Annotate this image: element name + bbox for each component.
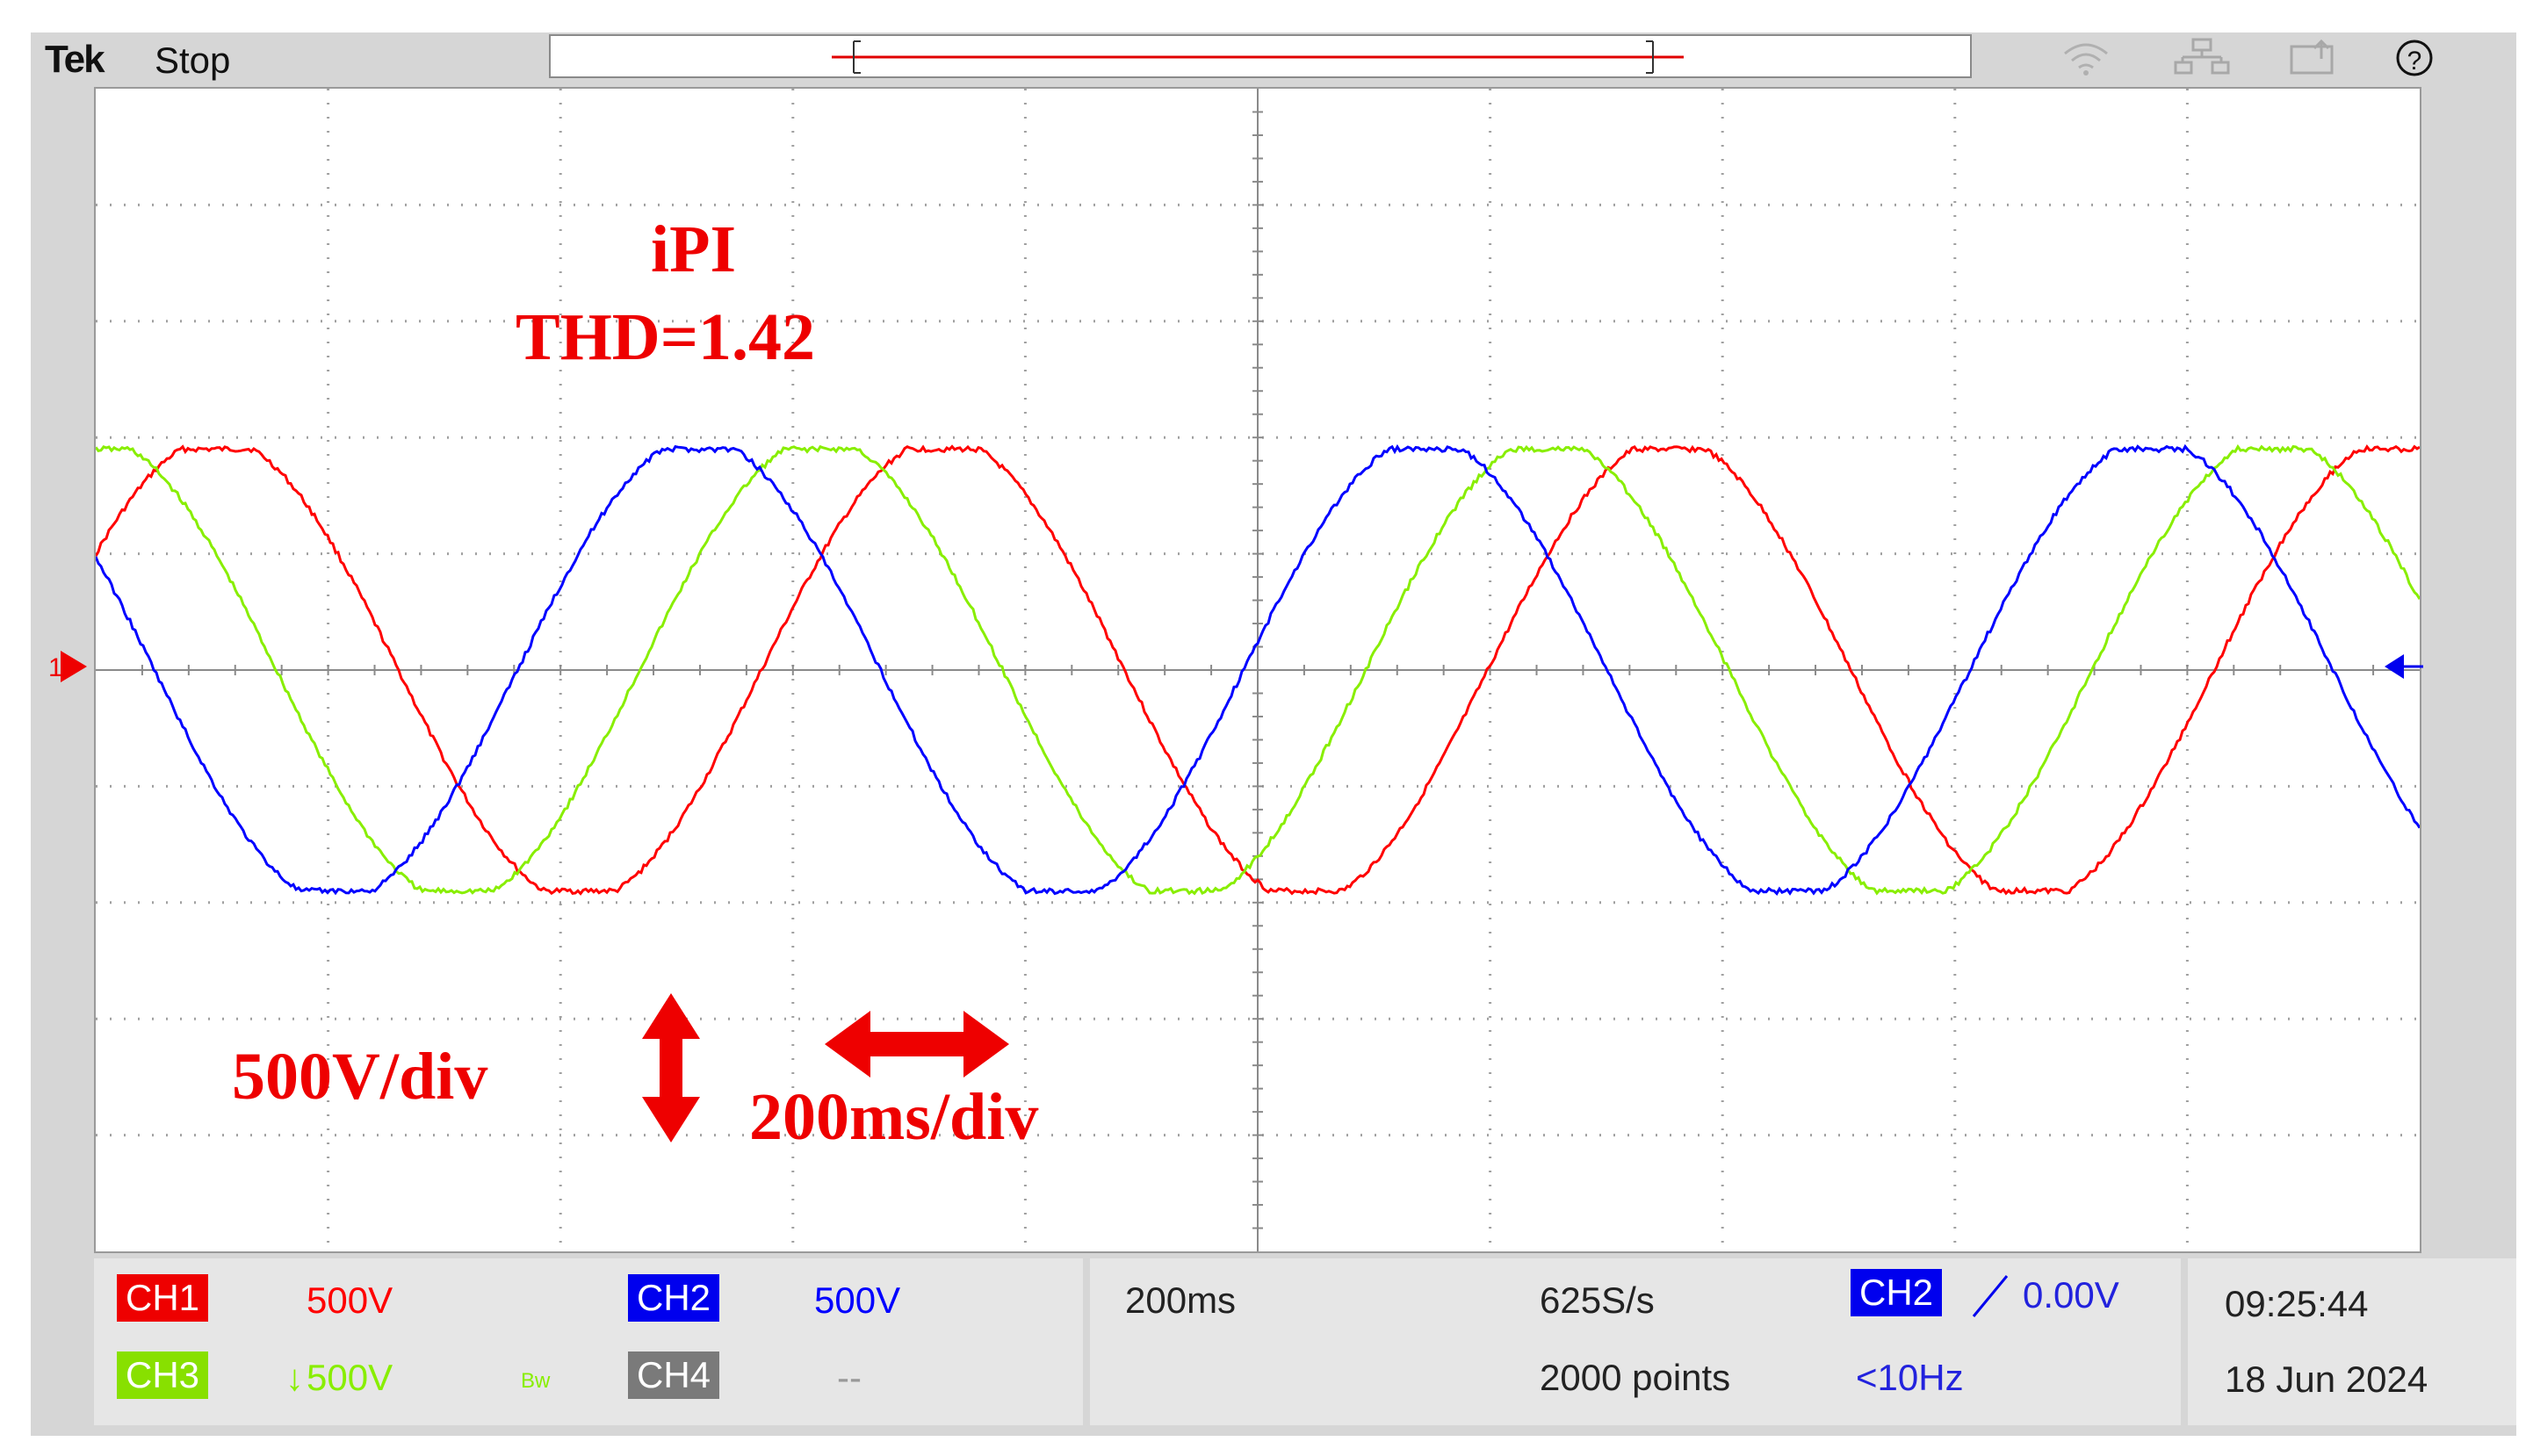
top-bar: Tek Stop ? (31, 32, 2516, 87)
ch3-scale: 500V (307, 1357, 393, 1398)
clock-date: 18 Jun 2024 (2225, 1359, 2428, 1400)
wifi-icon[interactable] (2060, 38, 2112, 81)
annotation-volts-per-div: 500V/div (232, 1040, 488, 1114)
export-icon[interactable] (2288, 38, 2341, 81)
trigger-slope-rising-icon (1972, 1275, 2009, 1317)
ch2-scale: 500V (814, 1279, 901, 1321)
ch1-ground-marker[interactable]: 1 (34, 647, 90, 686)
ground-marker-label: 1 (48, 653, 63, 682)
sample-rate: 625S/s (1540, 1279, 1655, 1321)
trigger-level: 0.00V (2023, 1274, 2119, 1315)
ch3-bandwidth-icon: Bw (521, 1369, 551, 1393)
oscilloscope-window: Tek Stop ? iPI THD=1. (31, 32, 2516, 1436)
waveform-ch2 (96, 443, 2420, 896)
network-icon[interactable] (2174, 38, 2230, 81)
record-length: 2000 points (1540, 1357, 1731, 1398)
trigger-source-badge[interactable]: CH2 (1851, 1269, 1943, 1316)
record-view-bar[interactable] (549, 34, 1972, 78)
ch1-scale: 500V (307, 1279, 393, 1321)
svg-text:?: ? (2407, 47, 2422, 76)
ch4-scale: -- (837, 1357, 862, 1398)
annotation-thd: THD=1.42 (516, 300, 815, 374)
annotation-controller: iPI (651, 213, 737, 286)
ch3-badge[interactable]: CH3 (117, 1351, 209, 1399)
ch4-badge[interactable]: CH4 (628, 1351, 720, 1399)
trigger-level-marker[interactable] (2383, 651, 2427, 686)
help-icon[interactable]: ? (2393, 38, 2437, 81)
vertical-double-arrow-icon (642, 993, 700, 1142)
time-per-div: 200ms (1125, 1279, 1237, 1321)
annotation-time-per-div: 200ms/div (749, 1080, 1039, 1154)
channel-settings-cell[interactable]: CH1 500V CH2 500V CH3 ↓ 500V Bw CH4 -- (94, 1258, 1083, 1425)
trigger-frequency: <10Hz (1856, 1357, 1964, 1398)
waveform-plot (96, 89, 2420, 1251)
record-view-window (832, 40, 1684, 74)
waveform-display[interactable]: iPI THD=1.42 500V/div 200ms/div (94, 87, 2421, 1253)
ch3-coupling-icon: ↓ (285, 1357, 304, 1398)
horizontal-trigger-cell[interactable]: 200ms 625S/s 2000 points CH2 0.00V <10Hz (1090, 1258, 2181, 1425)
waveform-ch3 (96, 443, 2420, 896)
status-panel: CH1 500V CH2 500V CH3 ↓ 500V Bw CH4 -- 2… (94, 1258, 2516, 1425)
clock-cell: 09:25:44 18 Jun 2024 (2188, 1258, 2516, 1425)
waveform-ch1 (96, 444, 2420, 896)
horizontal-double-arrow-icon (825, 1011, 1009, 1078)
acquisition-state[interactable]: Stop (155, 40, 231, 81)
ch1-badge[interactable]: CH1 (117, 1274, 209, 1322)
clock-time: 09:25:44 (2225, 1283, 2369, 1324)
brand-logo: Tek (45, 38, 105, 81)
ch2-badge[interactable]: CH2 (628, 1274, 720, 1322)
